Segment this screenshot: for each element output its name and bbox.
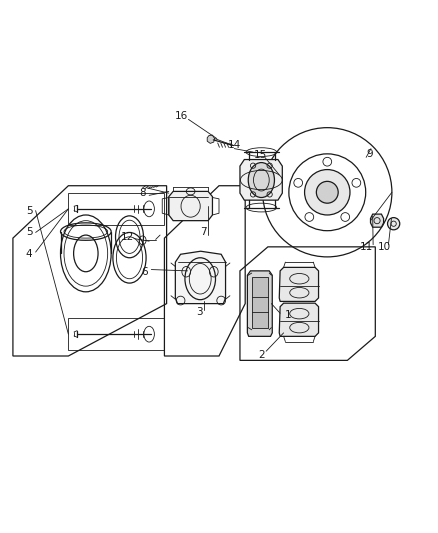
- Text: 6: 6: [141, 266, 148, 277]
- Text: 3: 3: [196, 308, 203, 317]
- Text: 2: 2: [258, 350, 265, 360]
- Polygon shape: [247, 271, 272, 336]
- Text: 5: 5: [26, 228, 32, 237]
- Polygon shape: [175, 251, 226, 304]
- Text: 11: 11: [360, 242, 373, 252]
- Text: 9: 9: [366, 149, 373, 159]
- Polygon shape: [371, 214, 384, 227]
- Text: 12: 12: [121, 232, 134, 242]
- Circle shape: [388, 217, 400, 230]
- Text: 1: 1: [285, 310, 291, 320]
- Polygon shape: [252, 277, 268, 328]
- Polygon shape: [240, 159, 283, 200]
- Circle shape: [316, 181, 338, 203]
- Text: 8: 8: [139, 188, 146, 198]
- Text: 14: 14: [228, 140, 241, 150]
- Text: 4: 4: [26, 249, 32, 259]
- Polygon shape: [279, 268, 318, 302]
- Circle shape: [304, 169, 350, 215]
- Polygon shape: [207, 135, 215, 143]
- Text: 5: 5: [26, 206, 32, 216]
- Ellipse shape: [248, 163, 275, 198]
- Text: 7: 7: [201, 228, 207, 237]
- Text: 16: 16: [175, 111, 188, 121]
- Polygon shape: [169, 191, 212, 221]
- Text: 15: 15: [254, 150, 267, 160]
- Text: 10: 10: [378, 242, 391, 252]
- Polygon shape: [279, 303, 318, 336]
